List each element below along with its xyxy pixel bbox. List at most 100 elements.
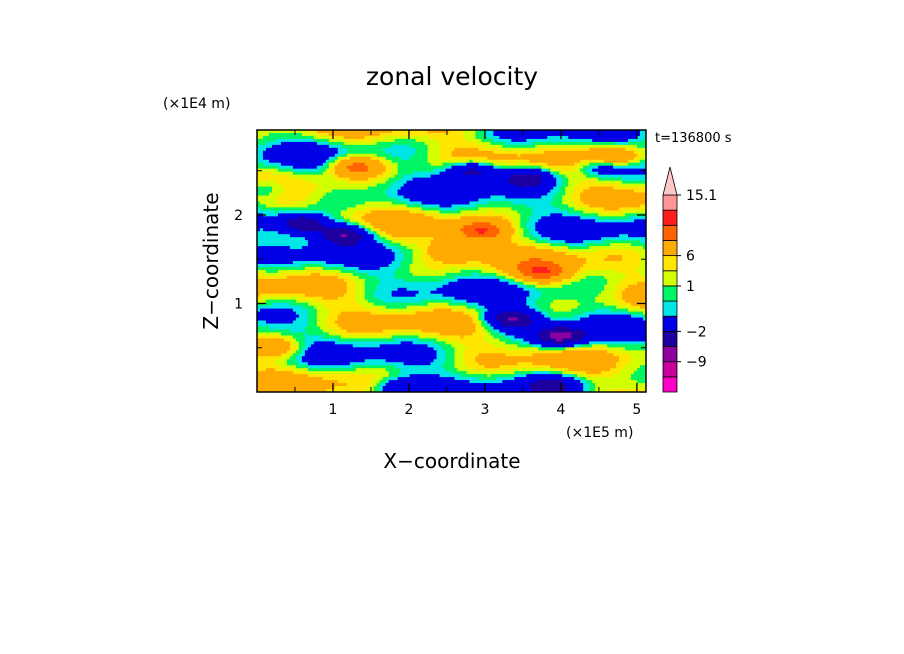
field-cell	[643, 210, 646, 214]
field-cell	[472, 210, 477, 214]
field-cell	[388, 237, 393, 241]
field-cell	[406, 186, 411, 191]
field-cell	[487, 192, 491, 197]
field-cell	[367, 192, 372, 197]
field-cell	[259, 222, 264, 226]
field-cell	[514, 201, 518, 206]
field-cell	[541, 147, 545, 152]
field-cell	[586, 156, 590, 161]
field-cell	[598, 156, 602, 161]
field-cell	[613, 237, 617, 241]
field-cell	[532, 216, 536, 220]
field-cell	[304, 174, 309, 179]
field-cell	[463, 165, 468, 170]
field-cell	[550, 195, 554, 200]
field-cell	[550, 165, 554, 170]
field-cell	[331, 240, 336, 244]
field-cell	[562, 150, 566, 155]
field-cell	[262, 183, 267, 188]
field-cell	[454, 153, 459, 158]
field-cell	[493, 204, 497, 209]
field-cell	[580, 177, 584, 182]
field-cell	[538, 207, 542, 211]
field-cell	[556, 174, 560, 179]
field-cell	[475, 180, 480, 185]
field-cell	[280, 198, 285, 203]
field-cell	[385, 135, 390, 140]
field-cell	[592, 213, 596, 217]
field-cell	[571, 204, 575, 209]
field-cell	[367, 237, 372, 241]
field-cell	[280, 231, 285, 235]
field-cell	[412, 159, 417, 164]
field-cell	[412, 237, 417, 241]
field-cell	[355, 159, 360, 164]
field-cell	[496, 231, 500, 235]
field-cell	[367, 138, 372, 143]
field-cell	[415, 186, 420, 191]
field-cell	[379, 213, 384, 217]
field-cell	[346, 147, 351, 152]
field-cell	[517, 177, 521, 182]
field-cell	[472, 171, 477, 176]
field-cell	[514, 198, 518, 203]
field-cell	[547, 177, 551, 182]
field-cell	[535, 135, 539, 140]
field-cell	[286, 130, 291, 134]
field-cell	[394, 195, 399, 200]
field-cell	[295, 225, 300, 229]
field-cell	[541, 132, 545, 137]
field-cell	[298, 228, 303, 232]
field-cell	[412, 207, 417, 211]
field-cell	[355, 130, 360, 134]
field-cell	[322, 141, 327, 146]
field-cell	[388, 213, 393, 217]
field-cell	[370, 189, 375, 194]
field-cell	[310, 210, 315, 214]
field-cell	[307, 213, 312, 217]
field-cell	[556, 216, 560, 220]
field-cell	[433, 198, 438, 203]
field-cell	[370, 141, 375, 146]
field-cell	[463, 192, 468, 197]
field-cell	[385, 132, 390, 137]
field-cell	[577, 138, 581, 143]
field-cell	[304, 183, 309, 188]
field-cell	[508, 177, 512, 182]
field-cell	[328, 177, 333, 182]
field-cell	[382, 156, 387, 161]
field-cell	[574, 231, 578, 235]
field-cell	[538, 186, 542, 191]
field-cell	[271, 240, 276, 244]
field-cell	[257, 174, 261, 179]
field-cell	[316, 153, 321, 158]
field-cell	[487, 210, 491, 214]
field-cell	[544, 201, 548, 206]
field-cell	[571, 150, 575, 155]
field-cell	[532, 138, 536, 143]
field-cell	[637, 150, 641, 155]
field-cell	[562, 183, 566, 188]
field-cell	[340, 159, 345, 164]
field-cell	[358, 201, 363, 206]
field-cell	[391, 138, 396, 143]
field-cell	[448, 132, 453, 137]
field-cell	[268, 237, 273, 241]
field-cell	[439, 195, 444, 200]
time-label: t=136800 s	[655, 131, 732, 146]
field-cell	[538, 130, 542, 134]
field-cell	[427, 201, 432, 206]
field-cell	[286, 162, 291, 167]
field-cell	[457, 168, 462, 173]
field-cell	[262, 231, 267, 235]
field-cell	[613, 183, 617, 188]
field-cell	[628, 168, 632, 173]
field-cell	[643, 219, 646, 223]
field-cell	[460, 156, 465, 161]
field-cell	[640, 165, 644, 170]
field-cell	[352, 165, 357, 170]
field-cell	[451, 234, 456, 238]
field-cell	[418, 135, 423, 140]
field-cell	[613, 228, 617, 232]
field-cell	[490, 201, 494, 206]
